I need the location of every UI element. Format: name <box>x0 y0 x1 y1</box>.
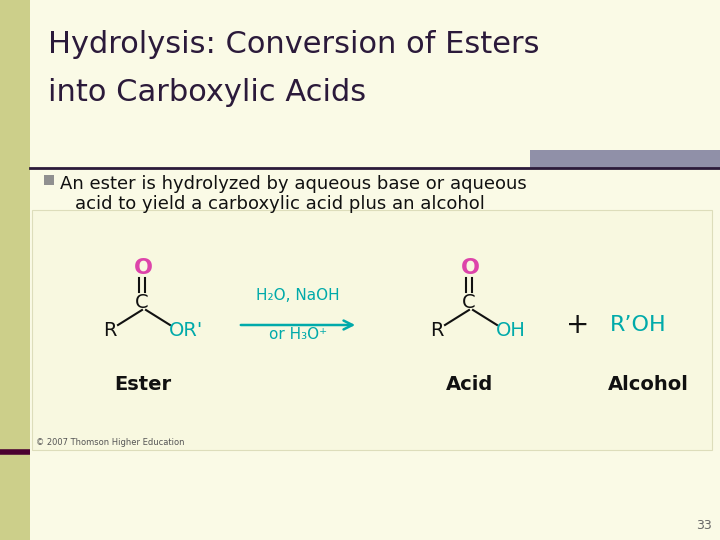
Text: 33: 33 <box>696 519 712 532</box>
Text: An ester is hydrolyzed by aqueous base or aqueous: An ester is hydrolyzed by aqueous base o… <box>60 175 527 193</box>
Text: Hydrolysis: Conversion of Esters: Hydrolysis: Conversion of Esters <box>48 30 539 59</box>
Text: into Carboxylic Acids: into Carboxylic Acids <box>48 78 366 107</box>
Bar <box>0 0 30 540</box>
Text: C: C <box>135 293 149 312</box>
Bar <box>32 210 712 450</box>
Text: O: O <box>461 258 480 278</box>
Text: acid to yield a carboxylic acid plus an alcohol: acid to yield a carboxylic acid plus an … <box>75 195 485 213</box>
Text: Alcohol: Alcohol <box>608 375 688 395</box>
Text: R’OH: R’OH <box>610 315 666 335</box>
Text: OH: OH <box>496 321 526 340</box>
Text: or H₃O⁺: or H₃O⁺ <box>269 327 327 342</box>
Text: © 2007 Thomson Higher Education: © 2007 Thomson Higher Education <box>36 438 184 447</box>
Text: R: R <box>103 321 117 340</box>
Text: Ester: Ester <box>114 375 171 395</box>
Text: +: + <box>567 311 590 339</box>
Text: OR': OR' <box>169 321 203 340</box>
Bar <box>44 175 54 185</box>
Bar <box>530 150 720 168</box>
Text: O: O <box>133 258 153 278</box>
Text: H₂O, NaOH: H₂O, NaOH <box>256 288 340 303</box>
Text: R: R <box>431 321 444 340</box>
Text: Acid: Acid <box>446 375 494 395</box>
Text: C: C <box>462 293 476 312</box>
